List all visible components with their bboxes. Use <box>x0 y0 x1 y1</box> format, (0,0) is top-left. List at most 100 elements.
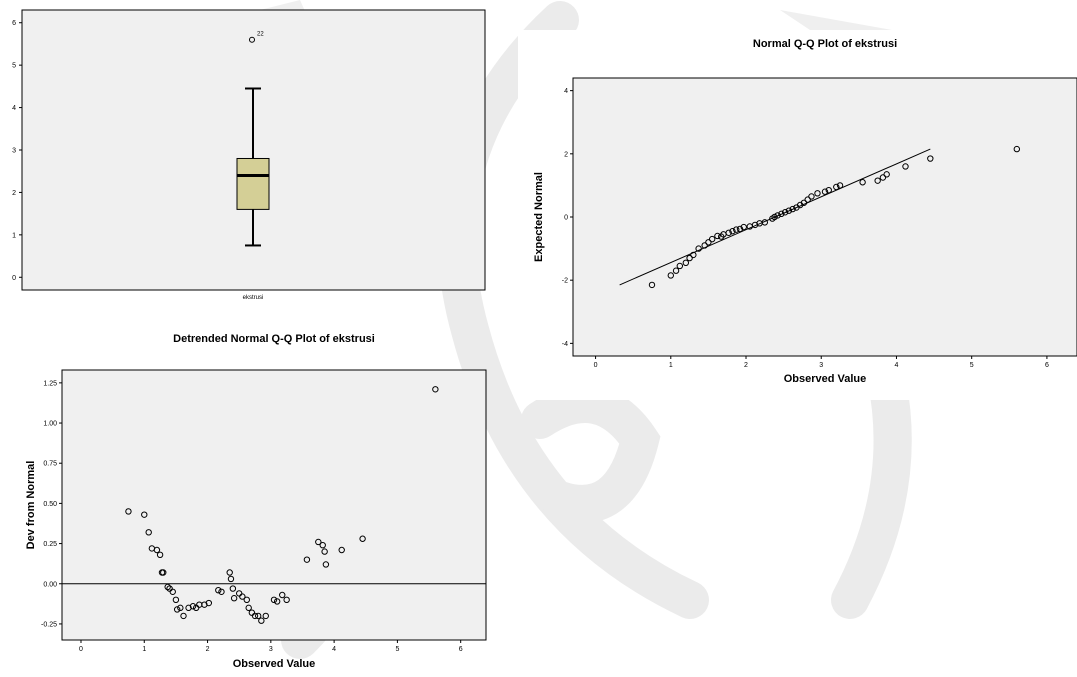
chart-title: Detrended Normal Q-Q Plot of ekstrusi <box>173 333 375 345</box>
data-point <box>169 588 176 595</box>
y-tick-label: 1.25 <box>43 380 57 387</box>
data-point <box>262 612 269 620</box>
data-point <box>927 155 934 162</box>
y-tick-label: 2 <box>564 151 568 158</box>
data-point <box>740 223 747 231</box>
x-tick-label: 5 <box>970 362 974 369</box>
data-point <box>258 617 265 624</box>
data-point <box>205 599 213 607</box>
data-point <box>781 209 789 216</box>
detrended-panel: Detrended Normal Q-Q Plot of ekstrusi 0 1 2… <box>0 328 500 672</box>
data-point <box>859 179 866 186</box>
data-point <box>227 575 235 583</box>
x-tick-label: 3 <box>819 362 823 369</box>
x-tick-label: 6 <box>1045 362 1049 369</box>
data-point <box>243 596 250 604</box>
data-point <box>690 251 697 259</box>
normal-qq-chart: Normal Q-Q Plot of ekstrusi 0 1 2 3 4 5 6 -4 -2 0 2… <box>518 30 1077 400</box>
detrended-qq-chart: Detrended Normal Q-Q Plot of ekstrusi 0 1 2… <box>25 333 487 670</box>
data-point <box>283 596 290 604</box>
data-point <box>705 239 712 246</box>
data-point <box>164 583 171 591</box>
x-tick-label: 1 <box>669 362 673 369</box>
data-point <box>359 535 366 542</box>
data-point <box>695 245 702 252</box>
data-point <box>833 183 840 191</box>
outlier-label: 22 <box>257 32 264 38</box>
data-point <box>1013 145 1021 153</box>
data-point <box>303 556 311 563</box>
data-point <box>729 228 736 235</box>
data-point <box>248 609 256 616</box>
y-tick-label: 0.25 <box>43 541 57 548</box>
y-tick-label: 0.75 <box>43 461 57 468</box>
data-point <box>215 586 222 594</box>
boxplot-chart: 0 1 2 3 4 5 6 22 ekstrusi <box>12 9 486 301</box>
data-point <box>226 569 233 576</box>
y-tick-label: -0.25 <box>41 621 57 628</box>
y-tick-label: 0 <box>12 275 16 282</box>
x-tick-label: 4 <box>895 362 899 369</box>
x-category-label: ekstrusi <box>243 295 264 301</box>
data-point <box>800 199 808 206</box>
data-point <box>192 604 200 612</box>
y-tick-label: -4 <box>562 341 568 348</box>
y-tick-label: 0.50 <box>43 501 57 508</box>
data-point <box>825 186 832 194</box>
data-point <box>180 612 187 620</box>
data-point <box>177 604 184 612</box>
qq-panel: Normal Q-Q Plot of ekstrusi 0 1 2 3 4 5 6 -4 -2 0 2… <box>518 30 1077 400</box>
x-tick-label: 5 <box>395 646 399 653</box>
data-point <box>279 591 286 599</box>
x-tick-label: 4 <box>332 646 336 653</box>
data-point <box>239 593 246 600</box>
x-tick-label: 1 <box>142 646 146 653</box>
data-point <box>682 259 690 267</box>
y-tick-label: 1 <box>12 232 16 239</box>
data-point <box>902 163 909 170</box>
data-point <box>166 585 173 592</box>
data-point <box>338 546 345 554</box>
x-tick-label: 3 <box>269 646 273 653</box>
y-tick-label: 4 <box>12 105 16 112</box>
data-point <box>761 219 769 226</box>
data-point <box>245 604 252 612</box>
data-point <box>254 612 262 620</box>
data-point <box>808 193 815 200</box>
data-point <box>736 225 744 233</box>
data-point <box>251 612 259 620</box>
data-point <box>273 598 281 605</box>
plot-area <box>61 369 487 641</box>
data-point <box>141 511 148 518</box>
data-point <box>821 188 829 195</box>
data-point <box>270 596 278 604</box>
y-tick-label: 2 <box>12 190 16 197</box>
data-point <box>714 232 721 240</box>
plot-area <box>572 77 1077 357</box>
box <box>236 157 270 210</box>
data-point <box>771 213 778 221</box>
data-point <box>676 262 684 270</box>
outlier-point <box>249 36 255 43</box>
boxplot-panel: 0 1 2 3 4 5 6 22 ekstrusi <box>0 0 500 310</box>
data-point <box>432 386 439 393</box>
data-point <box>686 254 693 262</box>
data-point <box>836 182 844 189</box>
x-tick-label: 2 <box>206 646 210 653</box>
data-point <box>667 272 674 279</box>
chart-title: Normal Q-Q Plot of ekstrusi <box>753 38 897 50</box>
y-tick-label: 4 <box>564 88 568 95</box>
data-point <box>879 174 887 181</box>
y-tick-label: 6 <box>12 20 16 27</box>
data-point <box>235 590 243 597</box>
data-point <box>672 267 680 274</box>
data-point <box>789 205 796 213</box>
data-point <box>725 229 732 236</box>
y-axis-label: Expected Normal <box>533 172 545 262</box>
data-point <box>173 606 181 613</box>
x-axis-label: Observed Value <box>233 658 316 670</box>
data-point <box>153 546 161 554</box>
data-point <box>229 585 237 592</box>
data-point <box>648 281 656 289</box>
data-point <box>774 212 781 219</box>
